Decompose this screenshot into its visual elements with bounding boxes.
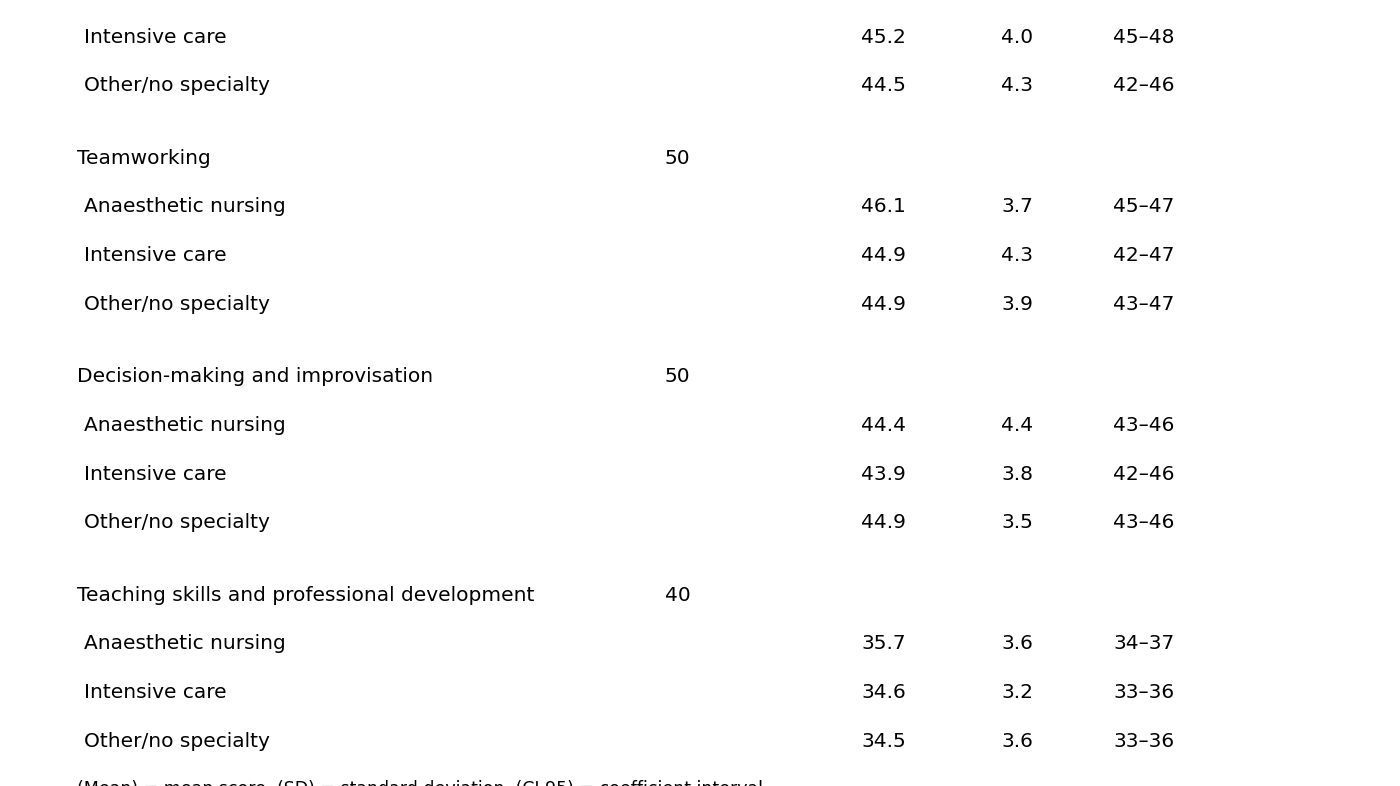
Text: 50: 50 (665, 367, 690, 386)
Text: 4.3: 4.3 (1001, 76, 1033, 95)
Text: 46.1: 46.1 (861, 197, 906, 216)
Text: Intensive care: Intensive care (84, 246, 227, 265)
Text: 44.9: 44.9 (861, 246, 906, 265)
Text: 3.6: 3.6 (1001, 732, 1033, 751)
Text: 42–46: 42–46 (1113, 76, 1175, 95)
Text: 35.7: 35.7 (861, 634, 906, 653)
Text: 3.8: 3.8 (1001, 465, 1033, 483)
Text: 43–47: 43–47 (1113, 295, 1175, 314)
Text: 42–46: 42–46 (1113, 465, 1175, 483)
Text: Intensive care: Intensive care (84, 28, 227, 46)
Text: 43–46: 43–46 (1113, 416, 1175, 435)
Text: 34.6: 34.6 (861, 683, 906, 702)
Text: 43.9: 43.9 (861, 465, 906, 483)
Text: 42–47: 42–47 (1113, 246, 1175, 265)
Text: 4.0: 4.0 (1001, 28, 1033, 46)
Text: (Mean) = mean score  (SD) = standard deviation  (CI 95) = coefficient interval: (Mean) = mean score (SD) = standard devi… (77, 780, 763, 786)
Text: 3.5: 3.5 (1001, 513, 1033, 532)
Text: 44.9: 44.9 (861, 513, 906, 532)
Text: 34.5: 34.5 (861, 732, 906, 751)
Text: Anaesthetic nursing: Anaesthetic nursing (84, 197, 286, 216)
Text: Other/no specialty: Other/no specialty (84, 513, 270, 532)
Text: Teaching skills and professional development: Teaching skills and professional develop… (77, 586, 535, 604)
Text: 4.3: 4.3 (1001, 246, 1033, 265)
Text: 4.4: 4.4 (1001, 416, 1033, 435)
Text: Anaesthetic nursing: Anaesthetic nursing (84, 416, 286, 435)
Text: Anaesthetic nursing: Anaesthetic nursing (84, 634, 286, 653)
Text: Intensive care: Intensive care (84, 683, 227, 702)
Text: 3.9: 3.9 (1001, 295, 1033, 314)
Text: 45–48: 45–48 (1113, 28, 1175, 46)
Text: Other/no specialty: Other/no specialty (84, 295, 270, 314)
Text: 40: 40 (665, 586, 690, 604)
Text: 44.9: 44.9 (861, 295, 906, 314)
Text: 45–47: 45–47 (1113, 197, 1175, 216)
Text: 45.2: 45.2 (861, 28, 906, 46)
Text: 44.4: 44.4 (861, 416, 906, 435)
Text: Decision-making and improvisation: Decision-making and improvisation (77, 367, 433, 386)
Text: 3.2: 3.2 (1001, 683, 1033, 702)
Text: 44.5: 44.5 (861, 76, 906, 95)
Text: 34–37: 34–37 (1113, 634, 1175, 653)
Text: Teamworking: Teamworking (77, 149, 211, 167)
Text: 50: 50 (665, 149, 690, 167)
Text: 43–46: 43–46 (1113, 513, 1175, 532)
Text: 3.6: 3.6 (1001, 634, 1033, 653)
Text: 3.7: 3.7 (1001, 197, 1033, 216)
Text: Intensive care: Intensive care (84, 465, 227, 483)
Text: Other/no specialty: Other/no specialty (84, 76, 270, 95)
Text: 33–36: 33–36 (1113, 683, 1175, 702)
Text: Other/no specialty: Other/no specialty (84, 732, 270, 751)
Text: 33–36: 33–36 (1113, 732, 1175, 751)
